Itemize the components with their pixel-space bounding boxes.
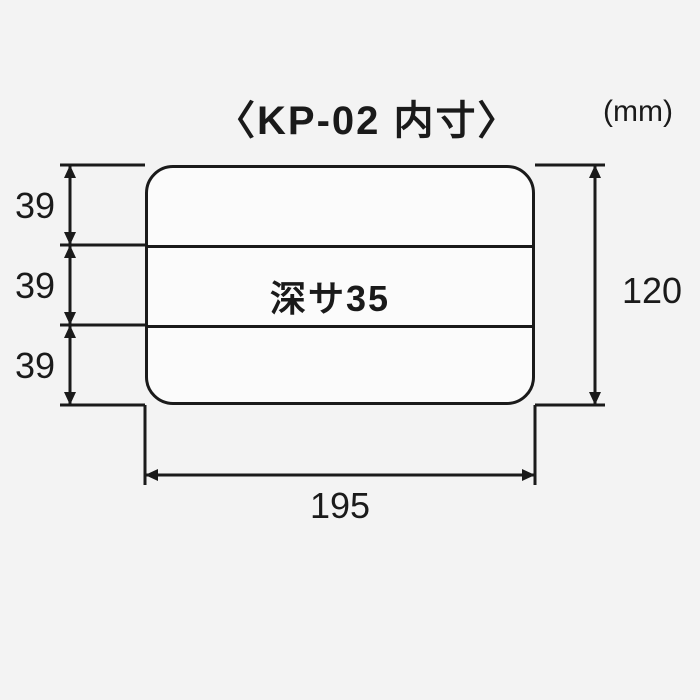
dimension-overlay <box>0 0 700 700</box>
dim-left-2: 39 <box>10 345 60 387</box>
dim-bottom: 195 <box>300 485 380 527</box>
dim-left-1: 39 <box>10 265 60 307</box>
dim-left-0: 39 <box>10 185 60 227</box>
dim-right: 120 <box>617 270 687 312</box>
diagram-stage: 〈KP-02 内寸〉 (mm) 深サ35 39 39 39 120 195 <box>0 0 700 700</box>
